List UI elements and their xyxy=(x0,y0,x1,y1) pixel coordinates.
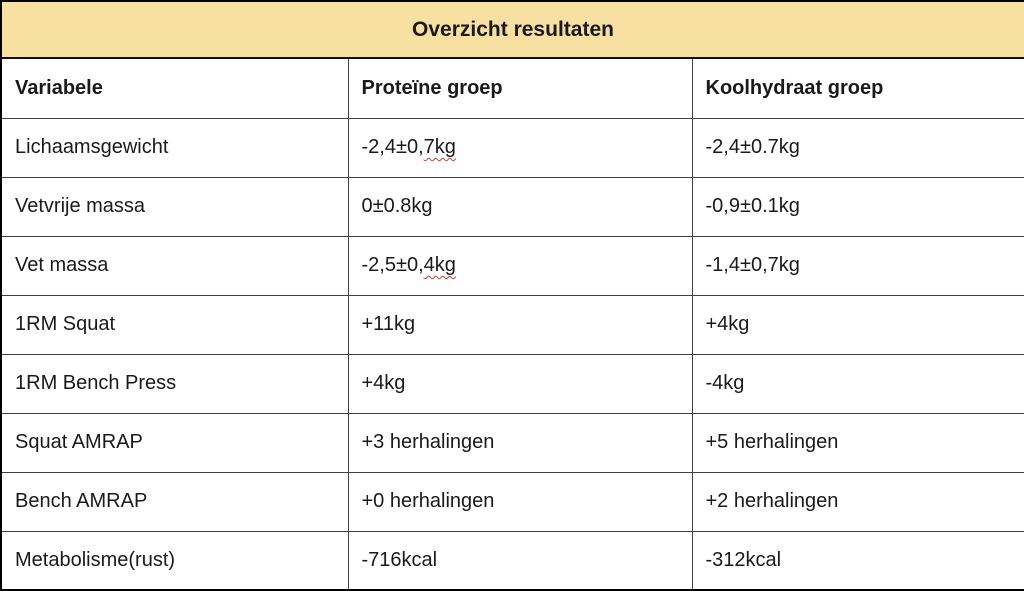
cell-koolhydraat: +4kg xyxy=(691,294,1024,355)
cell-proteine: -716kcal xyxy=(347,530,693,591)
cell-koolhydraat: +5 herhalingen xyxy=(691,412,1024,473)
cell-proteine-text: +3 herhalingen xyxy=(361,431,495,453)
cell-variabele: Squat AMRAP xyxy=(0,412,349,473)
cell-proteine-text: +11kg xyxy=(361,313,416,335)
cell-proteine-misspelled-text: 7kg xyxy=(423,136,456,158)
cell-koolhydraat: -0,9±0.1kg xyxy=(691,176,1024,237)
cell-koolhydraat: -1,4±0,7kg xyxy=(691,235,1024,296)
table-row: Metabolisme(rust) -716kcal -312kcal xyxy=(0,530,1024,591)
cell-koolhydraat: -312kcal xyxy=(691,530,1024,591)
table-row: 1RM Bench Press +4kg -4kg xyxy=(0,353,1024,414)
cell-variabele: 1RM Bench Press xyxy=(0,353,349,414)
table-title: Overzicht resultaten xyxy=(0,0,1024,59)
table-row: 1RM Squat +11kg +4kg xyxy=(0,294,1024,355)
table-title-row: Overzicht resultaten xyxy=(0,0,1024,59)
cell-variabele: Vetvrije massa xyxy=(0,176,349,237)
cell-proteine-text: -2,5±0, xyxy=(361,254,424,276)
cell-proteine-text: 0±0.8kg xyxy=(361,195,433,217)
column-header-proteine: Proteïne groep xyxy=(347,57,693,119)
cell-proteine-text: +4kg xyxy=(361,372,406,394)
table-row: Vet massa -2,5±0,4kg -1,4±0,7kg xyxy=(0,235,1024,296)
cell-proteine-text: -2,4±0, xyxy=(361,136,424,158)
cell-variabele: Metabolisme(rust) xyxy=(0,530,349,591)
cell-variabele: Bench AMRAP xyxy=(0,471,349,532)
cell-variabele: Lichaamsgewicht xyxy=(0,117,349,178)
cell-proteine-misspelled-text: 4kg xyxy=(423,254,456,276)
column-header-koolhydraat: Koolhydraat groep xyxy=(691,57,1024,119)
cell-koolhydraat: -4kg xyxy=(691,353,1024,414)
cell-proteine: +4kg xyxy=(347,353,693,414)
column-header-variabele: Variabele xyxy=(0,57,349,119)
cell-proteine-text: +0 herhalingen xyxy=(361,490,495,512)
table-row: Lichaamsgewicht -2,4±0,7kg -2,4±0.7kg xyxy=(0,117,1024,178)
table-row: Bench AMRAP +0 herhalingen +2 herhalinge… xyxy=(0,471,1024,532)
cell-proteine: +3 herhalingen xyxy=(347,412,693,473)
cell-proteine-text: -716kcal xyxy=(361,548,438,571)
cell-variabele: 1RM Squat xyxy=(0,294,349,355)
cell-koolhydraat: -2,4±0.7kg xyxy=(691,117,1024,178)
table-row: Vetvrije massa 0±0.8kg -0,9±0.1kg xyxy=(0,176,1024,237)
cell-proteine: +11kg xyxy=(347,294,693,355)
cell-proteine: -2,5±0,4kg xyxy=(347,235,693,296)
table-row: Squat AMRAP +3 herhalingen +5 herhalinge… xyxy=(0,412,1024,473)
cell-koolhydraat: +2 herhalingen xyxy=(691,471,1024,532)
table-header-row: Variabele Proteïne groep Koolhydraat gro… xyxy=(0,57,1024,119)
cell-variabele: Vet massa xyxy=(0,235,349,296)
cell-proteine: +0 herhalingen xyxy=(347,471,693,532)
cell-proteine: -2,4±0,7kg xyxy=(347,117,693,178)
cell-proteine: 0±0.8kg xyxy=(347,176,693,237)
